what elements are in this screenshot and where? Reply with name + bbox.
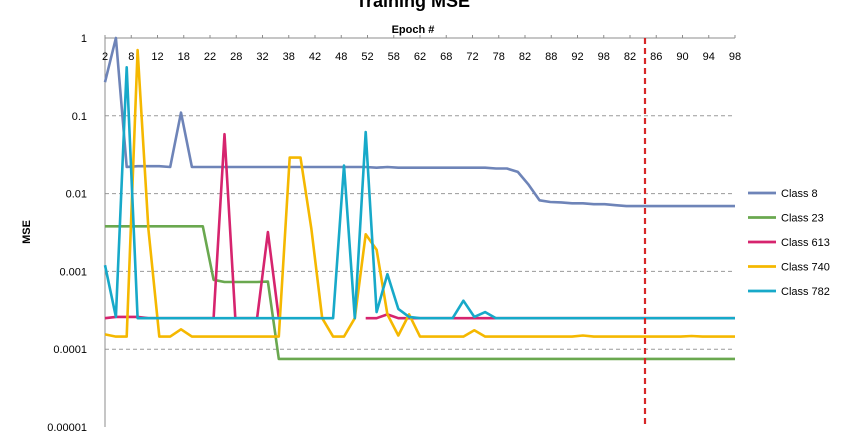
grid-lines — [105, 115, 735, 350]
x-tick-label: 32 — [256, 51, 268, 63]
x-tick-label: 52 — [361, 51, 373, 63]
x-tick-label: 78 — [493, 51, 505, 63]
legend-label: Class 8 — [781, 188, 818, 200]
legend-label: Class 740 — [781, 262, 830, 274]
series-line-class-8 — [103, 36, 735, 208]
x-tick-label: 12 — [151, 51, 163, 63]
series-line-class-782 — [103, 66, 735, 320]
chart-title: Training MSE — [356, 0, 470, 11]
x-tick-label: 2 — [102, 51, 108, 63]
legend: Class 8 Class 23 Class 613 Class 740 Class 7… — [748, 188, 830, 298]
x-tick-label: 98 — [598, 51, 610, 63]
x-tick-label: 42 — [309, 51, 321, 63]
x-tick-label: 58 — [388, 51, 400, 63]
series-lines — [103, 36, 735, 361]
x-tick-label: 94 — [703, 51, 715, 63]
x-tick-label: 88 — [545, 51, 557, 63]
y-tick-label: 1 — [81, 33, 87, 45]
x-tick-label: 82 — [624, 51, 636, 63]
y-axis-title: MSE — [21, 220, 33, 244]
y-tick-labels: 1 0.1 0.01 0.001 0.0001 0.00001 — [47, 33, 87, 434]
x-tick-label: 82 — [519, 51, 531, 63]
y-tick-label: 0.1 — [72, 111, 87, 123]
legend-label: Class 23 — [781, 213, 824, 225]
x-axis-title: Epoch # — [392, 24, 435, 36]
x-tick-label: 22 — [204, 51, 216, 63]
x-tick-label: 62 — [414, 51, 426, 63]
x-tick-labels: 2 8 12 18 22 28 32 38 42 48 52 58 62 68 72 78 82 88 92 98 82… — [102, 51, 741, 63]
series-line-class-740 — [104, 48, 735, 338]
x-tick-label: 86 — [650, 51, 662, 63]
x-tick-label: 38 — [283, 51, 295, 63]
legend-label: Class 613 — [781, 237, 830, 249]
x-tick-label: 98 — [729, 51, 741, 63]
x-tick-label: 68 — [440, 51, 452, 63]
x-tick-label: 28 — [230, 51, 242, 63]
y-tick-label: 0.01 — [66, 189, 87, 201]
axes — [104, 35, 736, 427]
legend-label: Class 782 — [781, 286, 830, 298]
x-tick-label: 8 — [128, 51, 134, 63]
x-tick-label: 48 — [335, 51, 347, 63]
y-tick-label: 0.0001 — [53, 344, 87, 356]
series-line-class-23 — [105, 225, 735, 361]
y-tick-label: 0.00001 — [47, 422, 87, 434]
x-tick-label: 72 — [466, 51, 478, 63]
x-tick-label: 90 — [676, 51, 688, 63]
x-tick-label: 92 — [571, 51, 583, 63]
y-tick-label: 0.001 — [59, 266, 87, 278]
x-tick-label: 18 — [178, 51, 190, 63]
